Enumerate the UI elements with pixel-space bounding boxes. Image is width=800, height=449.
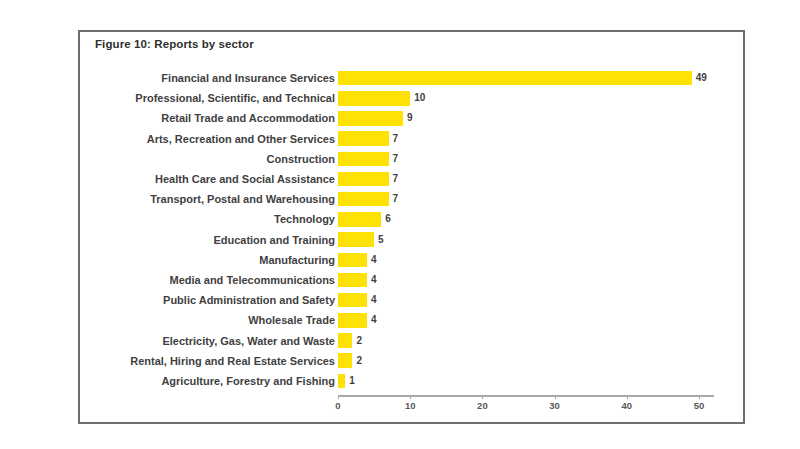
value-label: 9 (407, 113, 413, 123)
bar (338, 374, 345, 389)
chart-row: Transport, Postal and Warehousing 7 (94, 189, 737, 209)
value-label: 4 (371, 295, 377, 305)
bar (338, 333, 352, 348)
chart-row: Manufacturing 4 (94, 250, 737, 270)
figure-title: Figure 10: Reports by sector (95, 38, 254, 50)
x-axis-tick (482, 395, 483, 399)
category-label: Rental, Hiring and Real Estate Services (94, 355, 338, 367)
bar-chart: Financial and Insurance Services49Profes… (94, 68, 737, 391)
x-axis-tick-label: 30 (542, 400, 568, 411)
bar (338, 192, 389, 207)
chart-row: Education and Training 5 (94, 230, 737, 250)
category-label: Construction (94, 153, 338, 165)
x-axis-tick-label: 0 (325, 400, 351, 411)
value-label: 7 (393, 194, 399, 204)
value-label: 7 (393, 154, 399, 164)
x-axis-tick (699, 395, 700, 399)
chart-row: Health Care and Social Assistance 7 (94, 169, 737, 189)
bar (338, 313, 367, 328)
chart-row: Retail Trade and Accommodation 9 (94, 108, 737, 128)
value-label: 6 (385, 214, 391, 224)
x-axis-tick-label: 20 (469, 400, 495, 411)
value-label: 7 (393, 174, 399, 184)
x-axis-tick-label: 50 (686, 400, 712, 411)
chart-row: Public Administration and Safety 4 (94, 290, 737, 310)
chart-row: Arts, Recreation and Other Services 7 (94, 129, 737, 149)
category-label: Professional, Scientific, and Technical (94, 92, 338, 104)
figure-container: Figure 10: Reports by sector Financial a… (78, 30, 745, 424)
bar (338, 91, 410, 106)
value-label: 4 (371, 315, 377, 325)
chart-row: Professional, Scientific, and Technical 1… (94, 88, 737, 108)
chart-row: Technology 6 (94, 209, 737, 229)
x-axis-tick (410, 395, 411, 399)
bar (338, 71, 692, 86)
category-label: Media and Telecommunications (94, 274, 338, 286)
bar (338, 353, 352, 368)
x-axis: 01020304050 (338, 395, 714, 397)
chart-row: Media and Telecommunications 4 (94, 270, 737, 290)
value-label: 4 (371, 255, 377, 265)
category-label: Technology (94, 213, 338, 225)
bar (338, 232, 374, 247)
value-label: 49 (696, 73, 707, 83)
bar (338, 131, 389, 146)
category-label: Financial and Insurance Services (94, 72, 338, 84)
category-label: Electricity, Gas, Water and Waste (94, 335, 338, 347)
chart-row: Electricity, Gas, Water and Waste 2 (94, 330, 737, 350)
chart-row: Rental, Hiring and Real Estate Services 2 (94, 351, 737, 371)
bar (338, 111, 403, 126)
x-axis-tick (338, 395, 339, 399)
bar (338, 212, 381, 227)
value-label: 2 (356, 336, 362, 346)
value-label: 5 (378, 235, 384, 245)
category-label: Public Administration and Safety (94, 294, 338, 306)
category-label: Manufacturing (94, 254, 338, 266)
value-label: 1 (349, 376, 355, 386)
bar (338, 172, 389, 187)
bar (338, 293, 367, 308)
value-label: 7 (393, 134, 399, 144)
chart-row: Construction 7 (94, 149, 737, 169)
category-label: Agriculture, Forestry and Fishing (94, 375, 338, 387)
value-label: 2 (356, 356, 362, 366)
chart-row: Financial and Insurance Services 49 (94, 68, 737, 88)
category-label: Education and Training (94, 234, 338, 246)
value-label: 10 (414, 93, 425, 103)
x-axis-tick-label: 40 (614, 400, 640, 411)
chart-row: Agriculture, Forestry and Fishing 1 (94, 371, 737, 391)
category-label: Transport, Postal and Warehousing (94, 193, 338, 205)
bar (338, 152, 389, 167)
x-axis-tick (555, 395, 556, 399)
chart-row: Wholesale Trade 4 (94, 310, 737, 330)
x-axis-tick-label: 10 (397, 400, 423, 411)
category-label: Arts, Recreation and Other Services (94, 133, 338, 145)
x-axis-tick (627, 395, 628, 399)
category-label: Retail Trade and Accommodation (94, 112, 338, 124)
value-label: 4 (371, 275, 377, 285)
bar (338, 253, 367, 268)
category-label: Health Care and Social Assistance (94, 173, 338, 185)
category-label: Wholesale Trade (94, 314, 338, 326)
bar (338, 273, 367, 288)
